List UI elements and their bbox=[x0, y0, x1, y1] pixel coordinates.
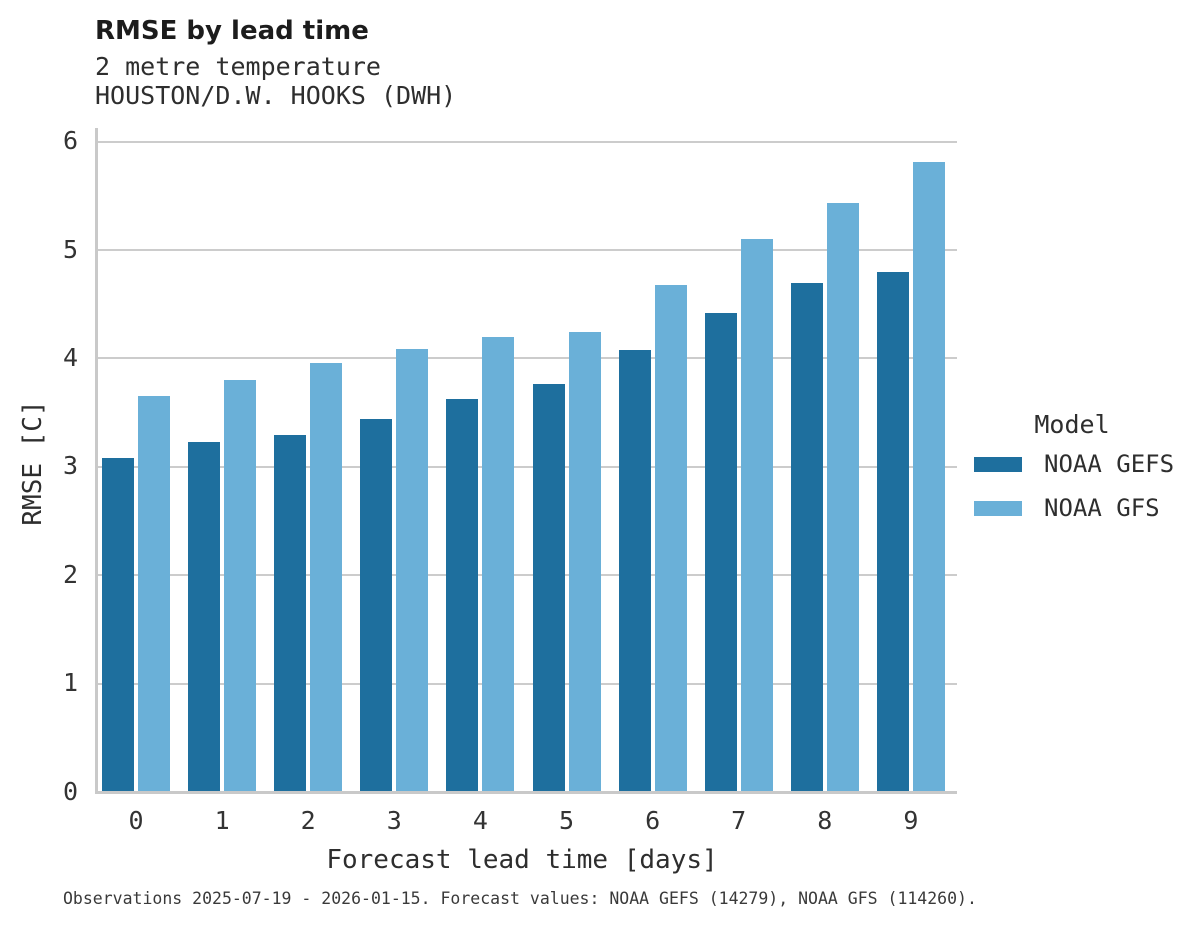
y-tick-1: 1 bbox=[62, 668, 78, 698]
bar-noaa-gefs-lead-0 bbox=[102, 458, 134, 792]
y-tick-4: 4 bbox=[62, 342, 78, 372]
bar-noaa-gefs-lead-8 bbox=[790, 282, 823, 792]
y-tick-2: 2 bbox=[62, 559, 78, 589]
bar-noaa-gefs-lead-9 bbox=[876, 271, 909, 792]
y-tick-6: 6 bbox=[62, 126, 78, 156]
chart-title: RMSE by lead time bbox=[95, 16, 369, 46]
gridline-y-1 bbox=[98, 682, 957, 685]
bar-noaa-gefs-lead-3 bbox=[360, 419, 393, 792]
chart-subtitle: 2 metre temperature HOUSTON/D.W. HOOKS (… bbox=[95, 52, 456, 110]
x-tick-9: 9 bbox=[903, 806, 919, 835]
gridline-y-6 bbox=[98, 140, 957, 143]
bar-noaa-gefs-lead-5 bbox=[532, 384, 565, 792]
legend-item-noaa-gfs: NOAA GFS bbox=[974, 493, 1170, 523]
x-tick-2: 2 bbox=[300, 806, 316, 835]
caption: Observations 2025-07-19 - 2026-01-15. Fo… bbox=[63, 889, 977, 908]
x-axis-label: Forecast lead time [days] bbox=[326, 845, 718, 875]
legend-swatch-noaa-gfs bbox=[974, 500, 1022, 516]
bar-noaa-gefs-lead-4 bbox=[446, 398, 479, 792]
legend: Model NOAA GEFS NOAA GFS bbox=[974, 410, 1174, 537]
bar-noaa-gefs-lead-7 bbox=[704, 312, 737, 792]
bar-noaa-gfs-lead-4 bbox=[482, 336, 515, 792]
bar-noaa-gfs-lead-8 bbox=[826, 203, 859, 792]
gridline-y-5 bbox=[98, 249, 957, 251]
y-tick-5: 5 bbox=[62, 234, 78, 264]
bar-noaa-gfs-lead-3 bbox=[396, 348, 429, 792]
bar-noaa-gfs-lead-7 bbox=[740, 239, 773, 792]
subtitle-station: HOUSTON/D.W. HOOKS (DWH) bbox=[95, 81, 457, 110]
bar-noaa-gefs-lead-1 bbox=[188, 441, 221, 792]
legend-title: Model bbox=[1034, 410, 1110, 439]
x-tick-3: 3 bbox=[386, 806, 402, 835]
x-axis-spine bbox=[95, 791, 957, 794]
bar-noaa-gfs-lead-1 bbox=[224, 380, 257, 792]
plot-area bbox=[98, 128, 957, 792]
legend-label-noaa-gfs: NOAA GFS bbox=[1044, 494, 1160, 522]
bar-noaa-gfs-lead-9 bbox=[912, 162, 945, 792]
legend-label-noaa-gefs: NOAA GEFS bbox=[1044, 450, 1175, 478]
bar-noaa-gefs-lead-2 bbox=[274, 435, 307, 792]
bar-noaa-gfs-lead-5 bbox=[568, 332, 601, 792]
gridline-y-4 bbox=[98, 357, 957, 360]
gridline-y-2 bbox=[98, 574, 957, 577]
x-tick-5: 5 bbox=[558, 806, 575, 835]
gridline-y-3 bbox=[98, 465, 957, 468]
y-axis-spine bbox=[95, 128, 98, 794]
subtitle-variable: 2 metre temperature bbox=[95, 52, 381, 81]
y-tick-0: 0 bbox=[62, 776, 78, 806]
x-tick-4: 4 bbox=[472, 806, 488, 835]
x-tick-8: 8 bbox=[817, 806, 833, 835]
x-tick-7: 7 bbox=[731, 806, 747, 835]
x-tick-0: 0 bbox=[128, 806, 144, 835]
x-tick-1: 1 bbox=[214, 806, 230, 835]
bar-noaa-gfs-lead-0 bbox=[138, 396, 170, 792]
legend-item-noaa-gefs: NOAA GEFS bbox=[974, 449, 1174, 479]
legend-swatch-noaa-gefs bbox=[974, 456, 1022, 472]
bar-noaa-gfs-lead-2 bbox=[310, 362, 343, 792]
bar-noaa-gefs-lead-6 bbox=[618, 349, 651, 792]
x-tick-6: 6 bbox=[645, 806, 661, 835]
y-tick-3: 3 bbox=[62, 451, 78, 481]
bar-noaa-gfs-lead-6 bbox=[654, 284, 687, 792]
